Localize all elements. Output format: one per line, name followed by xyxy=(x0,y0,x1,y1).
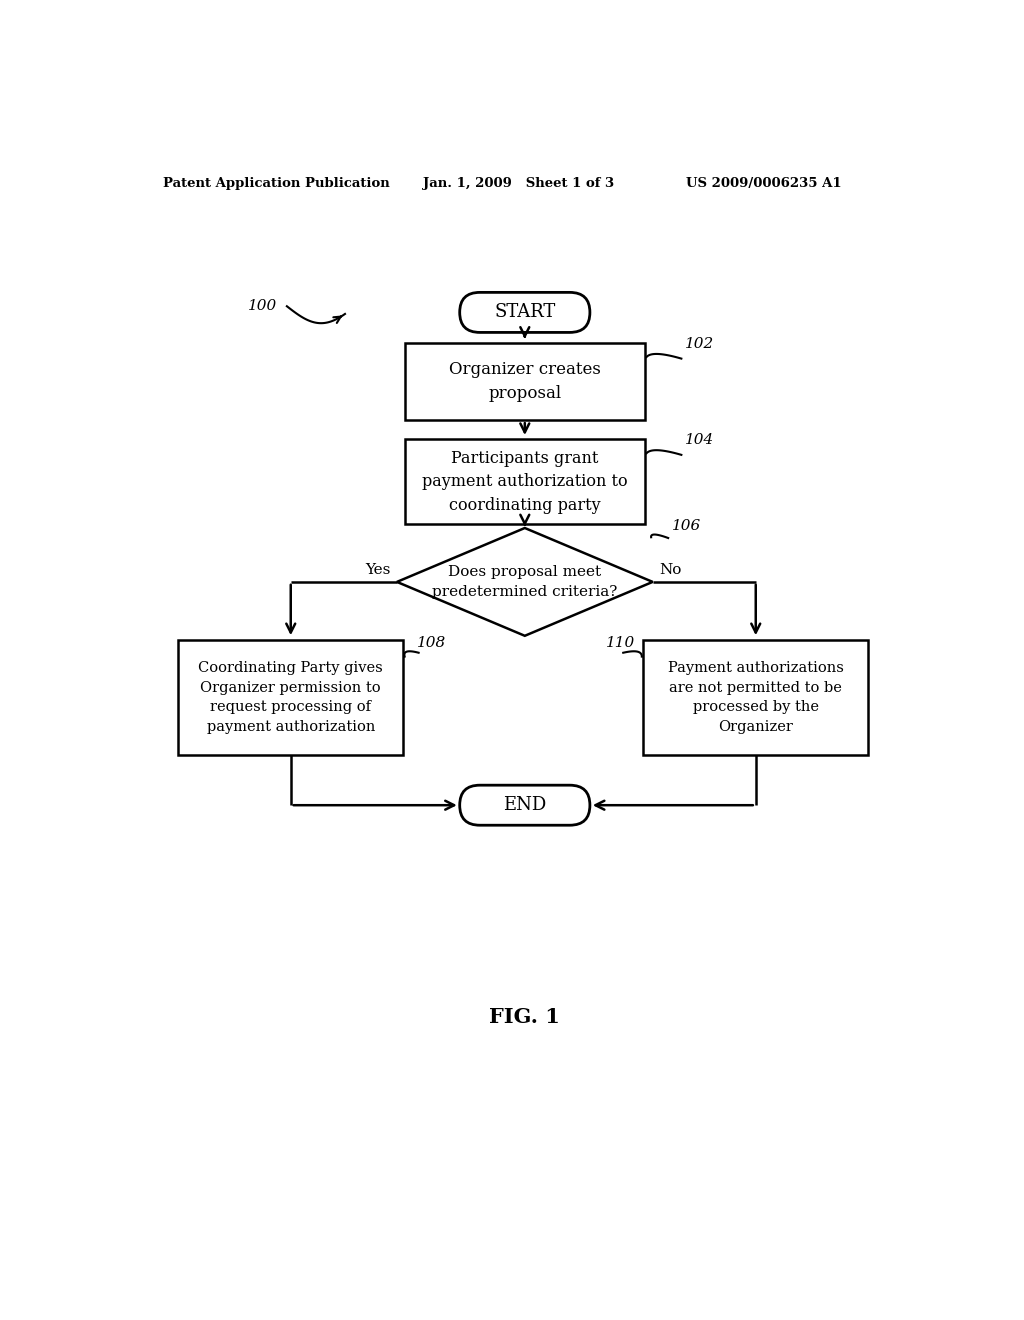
Text: START: START xyxy=(495,304,555,321)
FancyBboxPatch shape xyxy=(460,293,590,333)
FancyBboxPatch shape xyxy=(460,785,590,825)
Text: Coordinating Party gives
Organizer permission to
request processing of
payment a: Coordinating Party gives Organizer permi… xyxy=(199,661,383,734)
Text: END: END xyxy=(503,796,547,814)
Text: Organizer creates
proposal: Organizer creates proposal xyxy=(449,362,601,403)
Text: 108: 108 xyxy=(417,636,446,649)
Text: 100: 100 xyxy=(248,298,278,313)
Text: Participants grant
payment authorization to
coordinating party: Participants grant payment authorization… xyxy=(422,450,628,513)
Text: 110: 110 xyxy=(606,636,636,649)
Text: Jan. 1, 2009   Sheet 1 of 3: Jan. 1, 2009 Sheet 1 of 3 xyxy=(423,177,613,190)
Bar xyxy=(404,440,645,524)
Text: Payment authorizations
are not permitted to be
processed by the
Organizer: Payment authorizations are not permitted… xyxy=(668,661,844,734)
Text: FIG. 1: FIG. 1 xyxy=(489,1007,560,1027)
Text: Yes: Yes xyxy=(366,562,391,577)
Text: 102: 102 xyxy=(685,337,715,351)
Text: Patent Application Publication: Patent Application Publication xyxy=(163,177,389,190)
Text: 104: 104 xyxy=(685,433,715,447)
Bar xyxy=(643,640,868,755)
Text: 106: 106 xyxy=(672,519,701,533)
Text: No: No xyxy=(658,562,681,577)
Bar xyxy=(178,640,403,755)
Text: Does proposal meet
predetermined criteria?: Does proposal meet predetermined criteri… xyxy=(432,565,617,599)
Bar xyxy=(404,343,645,420)
Polygon shape xyxy=(397,528,652,636)
Text: US 2009/0006235 A1: US 2009/0006235 A1 xyxy=(686,177,842,190)
